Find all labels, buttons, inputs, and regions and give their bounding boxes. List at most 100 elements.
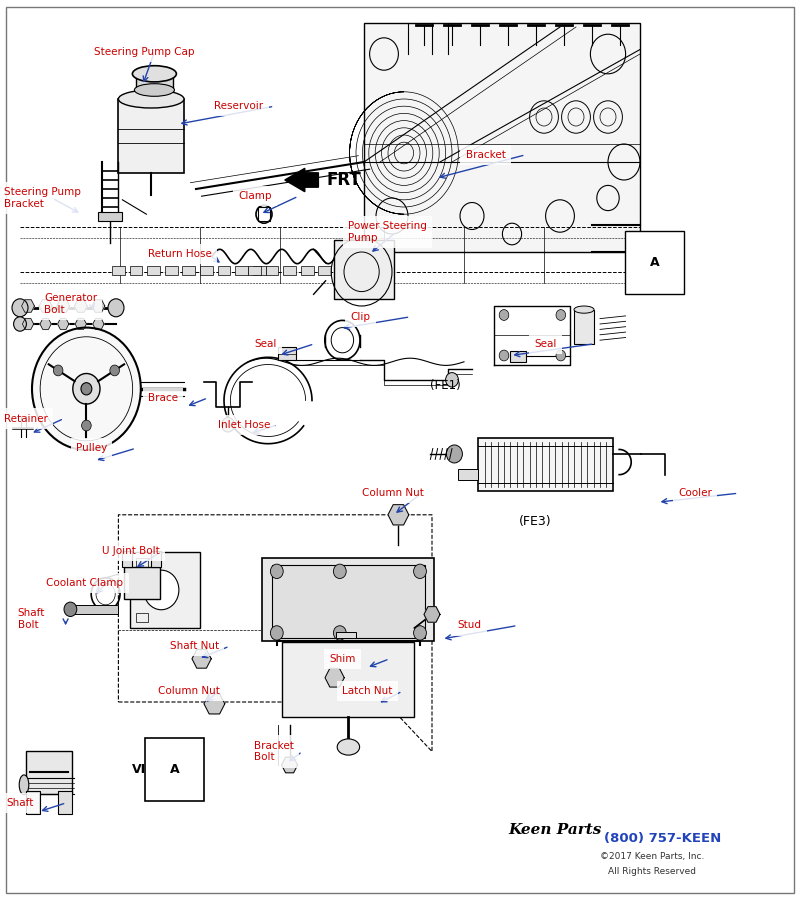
Circle shape [270, 564, 283, 579]
Text: Latch Nut: Latch Nut [342, 686, 393, 697]
Circle shape [82, 420, 91, 431]
Bar [334, 240, 394, 299]
Polygon shape [282, 757, 298, 773]
Circle shape [556, 310, 566, 320]
Bar [122, 551, 132, 567]
Text: Seal: Seal [254, 338, 277, 349]
Text: Keen Parts: Keen Parts [508, 823, 602, 837]
Bar [218, 266, 230, 274]
Polygon shape [75, 319, 86, 329]
Bar [200, 266, 213, 274]
FancyArrow shape [630, 254, 646, 272]
Polygon shape [40, 319, 51, 329]
Bar [136, 72, 173, 92]
Ellipse shape [134, 84, 174, 96]
Ellipse shape [338, 739, 359, 755]
Polygon shape [93, 319, 104, 329]
Circle shape [270, 626, 283, 640]
Text: Bracket: Bracket [466, 149, 506, 160]
Text: VIEW: VIEW [132, 763, 168, 776]
Circle shape [414, 564, 426, 579]
Circle shape [54, 365, 63, 376]
Circle shape [73, 374, 100, 404]
Text: Seal: Seal [534, 338, 557, 349]
Polygon shape [58, 319, 69, 329]
Bar [248, 266, 261, 274]
Ellipse shape [19, 775, 29, 795]
Circle shape [334, 564, 346, 579]
Polygon shape [22, 319, 34, 329]
Text: All Rights Reserved: All Rights Reserved [608, 867, 696, 876]
Bar [283, 266, 296, 274]
Bar [478, 438, 613, 491]
Text: Clamp: Clamp [238, 191, 272, 202]
Text: Inlet Hose: Inlet Hose [218, 419, 270, 430]
Bar [272, 564, 425, 638]
Polygon shape [325, 669, 344, 687]
Bar [364, 22, 640, 252]
Text: Stud: Stud [458, 620, 482, 631]
Text: (FE1): (FE1) [430, 379, 461, 392]
Text: Shaft
Bolt: Shaft Bolt [18, 608, 45, 630]
Text: FRT: FRT [326, 171, 361, 189]
Polygon shape [204, 694, 225, 714]
Text: Clip: Clip [350, 311, 370, 322]
Bar [336, 632, 357, 638]
Circle shape [446, 445, 462, 463]
Bar [130, 266, 142, 274]
Circle shape [108, 299, 124, 317]
Bar [165, 266, 178, 274]
Text: Power Steering
Pump: Power Steering Pump [348, 221, 427, 243]
Text: Shaft Nut: Shaft Nut [170, 641, 218, 652]
Bar [258, 207, 270, 221]
Bar [147, 266, 160, 274]
Text: Retainer: Retainer [4, 413, 48, 424]
Text: (FE3): (FE3) [518, 516, 551, 528]
Circle shape [110, 365, 119, 376]
Text: Column Nut: Column Nut [158, 686, 220, 697]
Text: (800) 757-KEEN: (800) 757-KEEN [604, 832, 722, 845]
Polygon shape [74, 300, 87, 312]
Ellipse shape [118, 90, 184, 108]
Polygon shape [192, 650, 211, 668]
Circle shape [14, 317, 26, 331]
Polygon shape [92, 300, 105, 312]
Text: U Joint Bolt: U Joint Bolt [102, 545, 160, 556]
Bar [26, 791, 40, 814]
Bar [124, 567, 160, 598]
Bar [98, 212, 122, 220]
Bar [318, 266, 331, 274]
Circle shape [446, 373, 458, 387]
Bar [112, 266, 125, 274]
Bar [136, 613, 148, 622]
Polygon shape [388, 505, 409, 525]
Bar [278, 347, 296, 360]
Bar [574, 310, 594, 344]
Circle shape [414, 626, 426, 640]
Polygon shape [424, 607, 440, 622]
Bar [26, 751, 72, 794]
Circle shape [144, 571, 179, 610]
Bar [266, 266, 278, 274]
Ellipse shape [133, 66, 176, 82]
Text: Coolant Clamp: Coolant Clamp [46, 578, 123, 589]
Circle shape [64, 602, 77, 616]
Circle shape [222, 418, 234, 432]
Text: Return Hose: Return Hose [148, 248, 212, 259]
Circle shape [12, 299, 28, 317]
Bar [235, 266, 248, 274]
Bar [458, 469, 478, 480]
Bar [136, 558, 148, 567]
Polygon shape [39, 300, 52, 312]
Bar [58, 791, 72, 814]
Bar [510, 351, 526, 362]
Circle shape [81, 382, 92, 395]
Circle shape [334, 626, 346, 640]
Bar [262, 558, 434, 641]
Circle shape [32, 328, 141, 450]
Text: Cooler: Cooler [678, 488, 712, 499]
Text: Shim: Shim [330, 653, 356, 664]
Ellipse shape [574, 306, 594, 313]
Text: Bracket
Bolt: Bracket Bolt [254, 741, 294, 762]
Circle shape [499, 310, 509, 320]
